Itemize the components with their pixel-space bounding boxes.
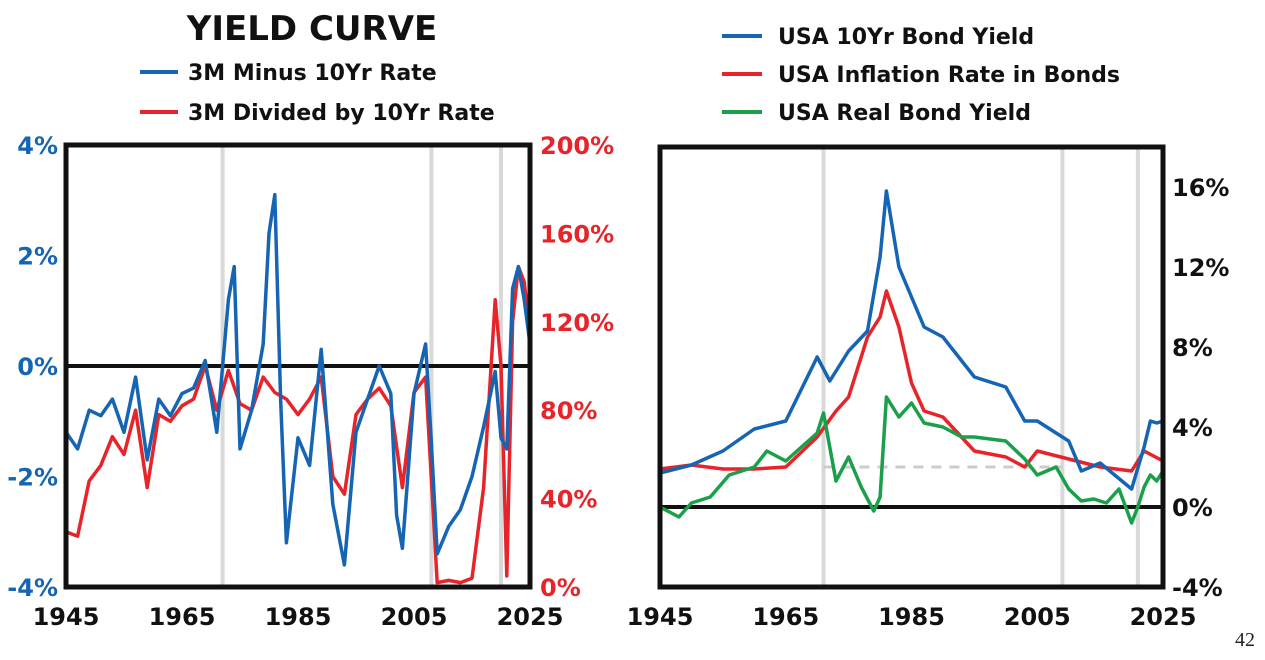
y-tick-label: 80% — [540, 397, 597, 425]
y-tick-label: 8% — [1172, 334, 1213, 362]
y-tick-label: 200% — [540, 132, 614, 160]
x-tick-label: 1945 — [33, 603, 100, 631]
x-tick-label: 2025 — [497, 603, 564, 631]
x-tick-label: 2005 — [1004, 603, 1071, 631]
y-tick-label: -2% — [7, 464, 58, 492]
x-tick-label: 1945 — [627, 603, 694, 631]
y-tick-label: 4% — [17, 132, 58, 160]
y-tick-label: 2% — [17, 243, 58, 271]
legend-label: USA 10Yr Bond Yield — [778, 25, 1034, 50]
y-tick-label: 4% — [1172, 414, 1213, 442]
x-tick-label: 2025 — [1130, 603, 1197, 631]
y-tick-label: 12% — [1172, 254, 1229, 282]
page-number: 42 — [1235, 629, 1255, 651]
y-tick-label: 0% — [17, 353, 58, 381]
y-tick-label: 0% — [1172, 494, 1213, 522]
x-tick-label: 1965 — [752, 603, 819, 631]
chart-title: YIELD CURVE — [186, 9, 438, 49]
series-line — [659, 289, 1164, 473]
plot-frame — [657, 144, 1166, 590]
series-line — [659, 395, 1165, 525]
legend-label: 3M Minus 10Yr Rate — [188, 61, 437, 86]
series-line — [659, 189, 1164, 491]
series-line — [65, 264, 532, 585]
x-tick-label: 1985 — [265, 603, 332, 631]
y-tick-label: 16% — [1172, 174, 1229, 202]
y-tick-label: -4% — [7, 574, 58, 602]
plot-frame — [63, 142, 533, 590]
y-tick-label: 120% — [540, 309, 614, 337]
y-tick-label: 0% — [540, 574, 581, 602]
y-tick-label: 40% — [540, 486, 597, 514]
series-line — [64, 192, 532, 567]
x-tick-label: 1965 — [149, 603, 216, 631]
y-tick-label: 160% — [540, 220, 614, 248]
legend-label: USA Inflation Rate in Bonds — [778, 63, 1120, 88]
legend-label: USA Real Bond Yield — [778, 101, 1031, 126]
x-tick-label: 2005 — [381, 603, 448, 631]
legend-label: 3M Divided by 10Yr Rate — [188, 101, 495, 126]
y-tick-label: -4% — [1172, 574, 1223, 602]
x-tick-label: 1985 — [878, 603, 945, 631]
